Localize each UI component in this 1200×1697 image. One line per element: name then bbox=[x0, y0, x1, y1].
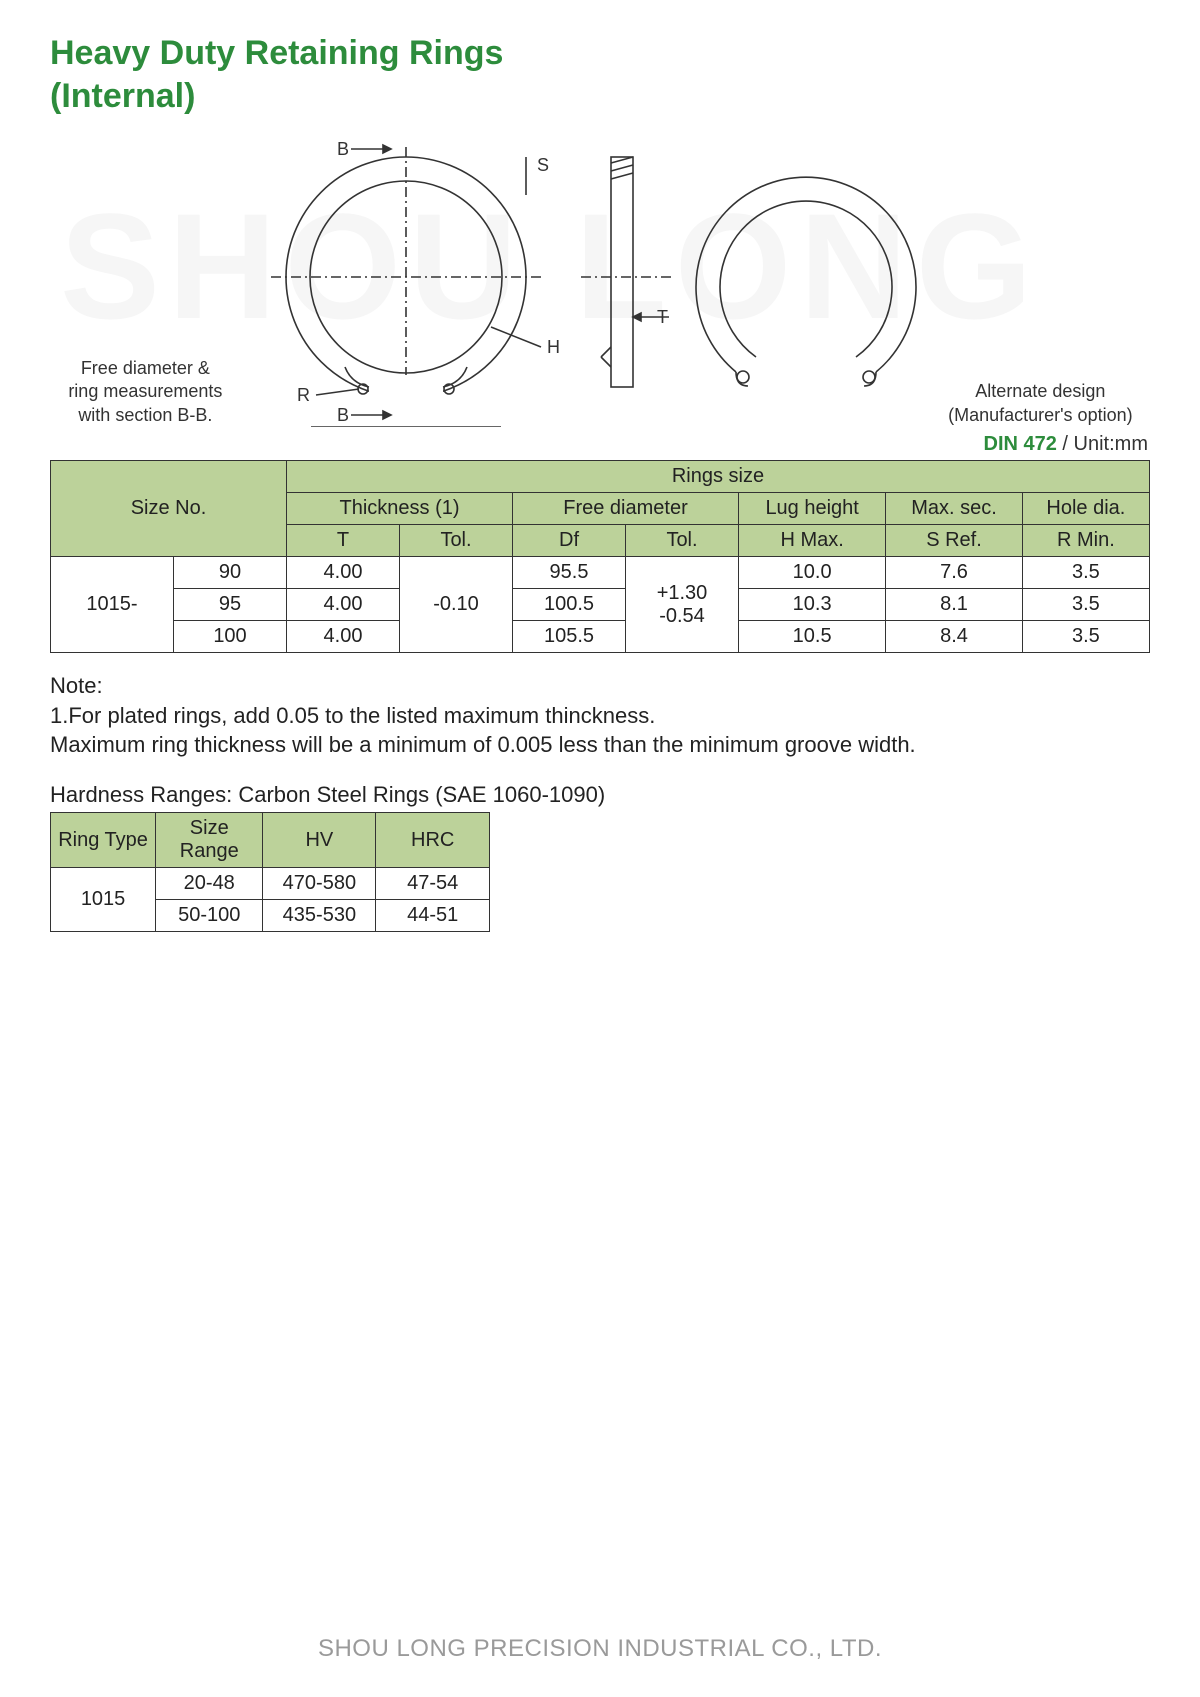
cell-R: 3.5 bbox=[1022, 589, 1149, 621]
cell-T-tol: -0.10 bbox=[400, 557, 513, 653]
spec-line: DIN 472 / Unit:mm bbox=[50, 433, 1148, 456]
cell-R: 3.5 bbox=[1022, 621, 1149, 653]
col-free-dia: Free diameter bbox=[513, 493, 739, 525]
col-rings-size: Rings size bbox=[287, 461, 1150, 493]
cell-T: 4.00 bbox=[287, 589, 400, 621]
ring-alternate-diagram bbox=[681, 137, 931, 427]
col-lug-height: Lug height bbox=[739, 493, 886, 525]
col-thickness: Thickness (1) bbox=[287, 493, 513, 525]
col-hole-dia: Hole dia. bbox=[1022, 493, 1149, 525]
svg-text:S: S bbox=[537, 155, 549, 175]
col-size-range: Size Range bbox=[156, 813, 263, 868]
col-hv: HV bbox=[263, 813, 376, 868]
cell-hv: 435-530 bbox=[263, 900, 376, 932]
cell-Df-tol: +1.30 -0.54 bbox=[626, 557, 739, 653]
col-T-tol: Tol. bbox=[400, 525, 513, 557]
cell-H: 10.3 bbox=[739, 589, 886, 621]
col-ring-type: Ring Type bbox=[51, 813, 156, 868]
cell-H: 10.0 bbox=[739, 557, 886, 589]
main-spec-table: Size No. Rings size Thickness (1) Free d… bbox=[50, 460, 1150, 653]
cell-S: 7.6 bbox=[886, 557, 1022, 589]
cell-S: 8.4 bbox=[886, 621, 1022, 653]
svg-text:H: H bbox=[547, 337, 560, 357]
series-label: 1015- bbox=[51, 557, 174, 653]
note-line: 1.For plated rings, add 0.05 to the list… bbox=[50, 701, 1150, 731]
col-size-no: Size No. bbox=[51, 461, 287, 557]
hardness-table: Ring Type Size Range HV HRC 1015 20-48 4… bbox=[50, 812, 490, 932]
svg-text:B: B bbox=[337, 405, 349, 425]
page-title: Heavy Duty Retaining Rings (Internal) bbox=[50, 32, 1150, 117]
note-block: Note: 1.For plated rings, add 0.05 to th… bbox=[50, 671, 1150, 760]
col-Df-tol: Tol. bbox=[626, 525, 739, 557]
col-Hmax: H Max. bbox=[739, 525, 886, 557]
cell-H: 10.5 bbox=[739, 621, 886, 653]
col-Sref: S Ref. bbox=[886, 525, 1022, 557]
note-heading: Note: bbox=[50, 671, 1150, 701]
title-line-2: (Internal) bbox=[50, 77, 195, 115]
cell-T: 4.00 bbox=[287, 557, 400, 589]
cell-size: 100 bbox=[174, 621, 287, 653]
diagram-row: Free diameter & ring measurements with s… bbox=[50, 127, 1150, 427]
cell-ring-type: 1015 bbox=[51, 868, 156, 932]
cell-R: 3.5 bbox=[1022, 557, 1149, 589]
col-Rmin: R Min. bbox=[1022, 525, 1149, 557]
cell-size: 90 bbox=[174, 557, 287, 589]
cell-Df: 100.5 bbox=[513, 589, 626, 621]
col-T: T bbox=[287, 525, 400, 557]
col-Df: Df bbox=[513, 525, 626, 557]
cell-S: 8.1 bbox=[886, 589, 1022, 621]
cell-size: 95 bbox=[174, 589, 287, 621]
cell-Df: 105.5 bbox=[513, 621, 626, 653]
cell-hrc: 44-51 bbox=[376, 900, 490, 932]
diagram-caption-left: Free diameter & ring measurements with s… bbox=[50, 357, 241, 427]
svg-text:R: R bbox=[297, 385, 310, 405]
svg-text:T: T bbox=[657, 307, 668, 327]
diagram-caption-right: Alternate design (Manufacturer's option) bbox=[931, 380, 1150, 427]
cell-hrc: 47-54 bbox=[376, 868, 490, 900]
svg-text:B: B bbox=[337, 139, 349, 159]
unit-label: / Unit:mm bbox=[1057, 433, 1148, 455]
ring-front-diagram: B B S H R Df bbox=[241, 137, 571, 427]
ring-section-diagram: T bbox=[571, 137, 681, 427]
col-max-sec: Max. sec. bbox=[886, 493, 1022, 525]
cell-hv: 470-580 bbox=[263, 868, 376, 900]
cell-range: 20-48 bbox=[156, 868, 263, 900]
note-line: Maximum ring thickness will be a minimum… bbox=[50, 730, 1150, 760]
footer-company: SHOU LONG PRECISION INDUSTRIAL CO., LTD. bbox=[0, 1635, 1200, 1663]
col-hrc: HRC bbox=[376, 813, 490, 868]
hardness-caption: Hardness Ranges: Carbon Steel Rings (SAE… bbox=[50, 782, 1150, 808]
cell-range: 50-100 bbox=[156, 900, 263, 932]
cell-T: 4.00 bbox=[287, 621, 400, 653]
title-line-1: Heavy Duty Retaining Rings bbox=[50, 34, 503, 72]
cell-Df: 95.5 bbox=[513, 557, 626, 589]
din-label: DIN 472 bbox=[984, 433, 1057, 455]
